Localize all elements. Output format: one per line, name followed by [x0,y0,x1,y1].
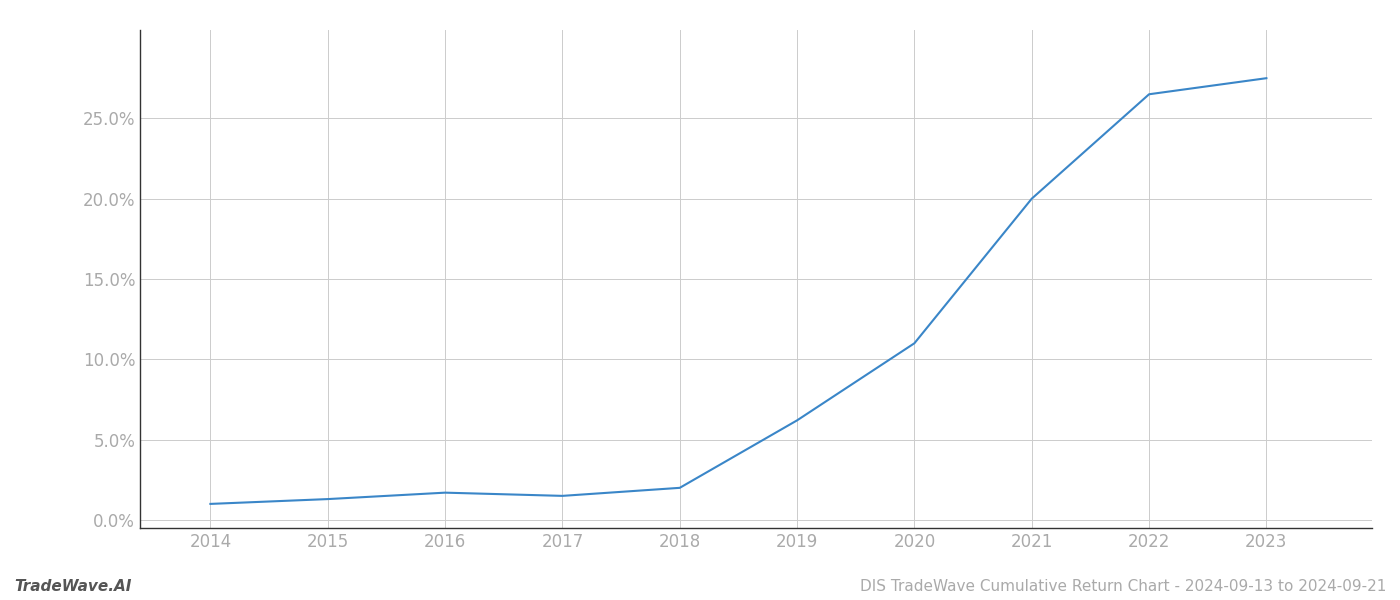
Text: TradeWave.AI: TradeWave.AI [14,579,132,594]
Text: DIS TradeWave Cumulative Return Chart - 2024-09-13 to 2024-09-21: DIS TradeWave Cumulative Return Chart - … [860,579,1386,594]
